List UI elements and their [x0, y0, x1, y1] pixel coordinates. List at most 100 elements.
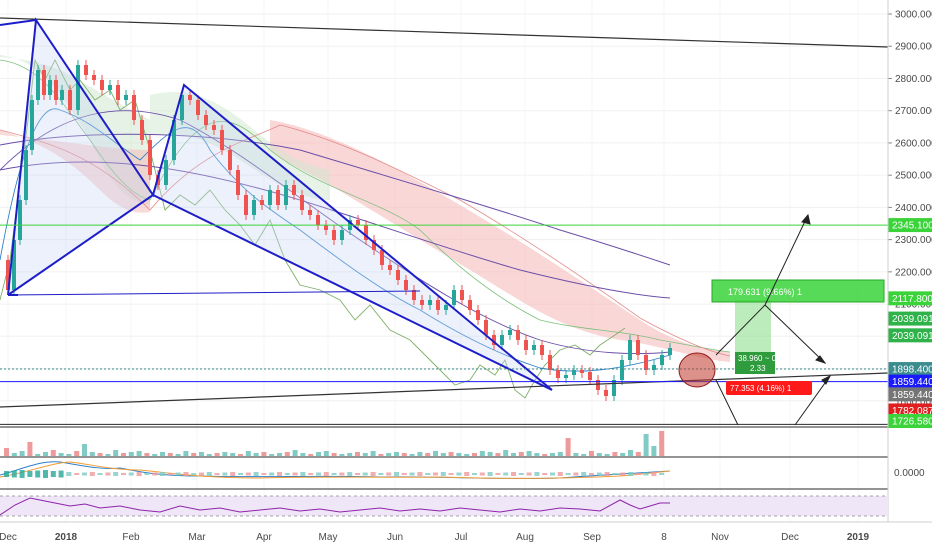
bottom-trendline [0, 372, 889, 408]
candle-body [6, 260, 10, 290]
volume-bar [300, 453, 306, 456]
candle-body [420, 300, 424, 305]
volume-bar [89, 452, 95, 456]
macd-histogram-bar [550, 472, 555, 476]
volume-bar [573, 453, 579, 456]
candle-body [68, 90, 72, 110]
candle-body [212, 125, 216, 130]
macd-histogram-bar [183, 472, 189, 476]
candle-body [316, 215, 320, 225]
time-axis[interactable]: Dec 2018 Feb Mar Apr May Jun Jul Aug Sep 8 Nov Dec 20… [0, 521, 932, 543]
candle-body [42, 70, 46, 95]
candle-body [18, 200, 22, 240]
macd-histogram-bar [74, 473, 80, 475]
volume-bar [175, 454, 181, 456]
cloud-edge-red [0, 124, 731, 357]
time-tick-label: Aug [516, 532, 534, 543]
volume-bar [152, 454, 158, 456]
volume-bar [628, 450, 633, 456]
price-axis[interactable]: 3000.000 2900.000 2800.000 2700.000 2600.000… [888, 10, 932, 429]
arrow-head-top [801, 213, 811, 225]
volume-bar [144, 453, 150, 456]
volume-bar [323, 451, 329, 456]
volume-bar [643, 434, 649, 456]
pattern-diagonal-2 [152, 194, 553, 391]
macd-histogram-bar [58, 470, 64, 478]
candle-body [444, 305, 448, 310]
candle-body [76, 65, 80, 110]
macd-line [0, 461, 671, 480]
time-tick-label: Dec [781, 532, 799, 543]
macd-histogram-bar [401, 473, 407, 475]
candle-body [612, 380, 616, 396]
volume-bar [479, 451, 485, 456]
macd-histogram-bar [479, 472, 485, 476]
price-tag [888, 311, 932, 326]
price-tag [888, 362, 932, 377]
highlight-ellipse [678, 352, 716, 388]
arrow-up-2 [764, 214, 809, 306]
volume-bar [409, 454, 415, 456]
volume-bar [74, 451, 80, 456]
candle-body [276, 190, 280, 205]
candle-body [196, 100, 200, 115]
candle-body [604, 390, 608, 396]
volume-bar [495, 453, 501, 456]
volume-bar [331, 453, 337, 456]
forecast-arrows [715, 213, 832, 426]
volume-bar [308, 454, 314, 456]
time-tick-label: Jul [455, 532, 468, 543]
candle-body [244, 195, 248, 215]
macd-histogram-bar [651, 472, 657, 476]
volume-bar [581, 454, 587, 456]
arrow-up-3 [794, 375, 831, 426]
candle-body [580, 370, 584, 373]
candle-body [108, 85, 112, 90]
arrow-down-1 [764, 304, 826, 364]
volume-bar [97, 453, 103, 456]
macd-histogram-bar [89, 472, 95, 476]
macd-histogram-bar [43, 470, 48, 478]
ichimoku-cloud [0, 55, 731, 362]
price-tick-label: 1800.000 [895, 396, 932, 407]
candle-body [468, 300, 472, 310]
volume-bar [612, 452, 618, 456]
candle-body [484, 320, 488, 335]
macd-histogram-bar [511, 472, 516, 476]
volume-bar [620, 453, 626, 456]
price-tag-label: 1726.580 [892, 417, 932, 428]
volume-bar [534, 453, 540, 456]
macd-signal [0, 461, 671, 479]
rsi-band [0, 496, 888, 516]
candle-body [476, 310, 480, 320]
volume-bar [589, 451, 594, 456]
volume-bar [66, 454, 72, 456]
ma-long-1 [0, 133, 671, 266]
volume-bar [183, 451, 189, 456]
candle-body [452, 290, 456, 305]
macd-histogram-bar [144, 473, 150, 475]
position-tool: 179.631 (9.66%) 1 38.960 ~ 0 2.33 77.353… [711, 279, 885, 395]
price-tick-label: 2300.000 [895, 235, 932, 246]
volume-bar [565, 438, 571, 456]
macd-histogram-bar [448, 473, 454, 475]
volume-bar [440, 453, 446, 456]
candle-body [564, 375, 568, 378]
price-tick-label: 2600.000 [895, 138, 932, 149]
candle-body [516, 330, 520, 340]
macd-histogram-bar [245, 472, 251, 476]
volume-bar [433, 451, 438, 456]
loss-label-box [726, 381, 812, 395]
volume-bar [394, 452, 399, 456]
volume-bar [339, 454, 345, 456]
macd-histogram-bar [323, 472, 329, 476]
candle-body [204, 115, 208, 125]
time-tick-label: 2019 [847, 532, 870, 543]
volume-bar [292, 450, 298, 456]
volume-bar [542, 454, 548, 456]
price-tag-label: 2117.800 [892, 294, 932, 305]
volume-bar [167, 453, 173, 456]
volume-bar [214, 453, 220, 456]
